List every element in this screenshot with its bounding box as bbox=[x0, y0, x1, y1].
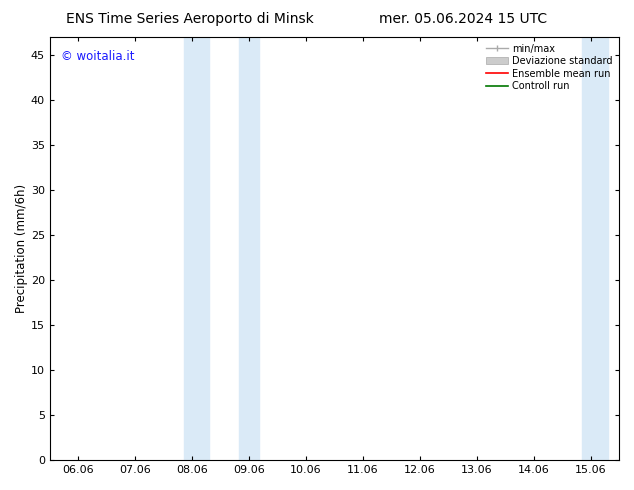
Bar bbox=[239, 37, 259, 460]
Bar bbox=[582, 37, 607, 460]
Legend: min/max, Deviazione standard, Ensemble mean run, Controll run: min/max, Deviazione standard, Ensemble m… bbox=[484, 42, 614, 93]
Text: mer. 05.06.2024 15 UTC: mer. 05.06.2024 15 UTC bbox=[378, 12, 547, 26]
Bar bbox=[622, 37, 634, 460]
Y-axis label: Precipitation (mm/6h): Precipitation (mm/6h) bbox=[15, 184, 28, 313]
Text: © woitalia.it: © woitalia.it bbox=[61, 50, 134, 63]
Text: ENS Time Series Aeroporto di Minsk: ENS Time Series Aeroporto di Minsk bbox=[67, 12, 314, 26]
Bar bbox=[183, 37, 209, 460]
